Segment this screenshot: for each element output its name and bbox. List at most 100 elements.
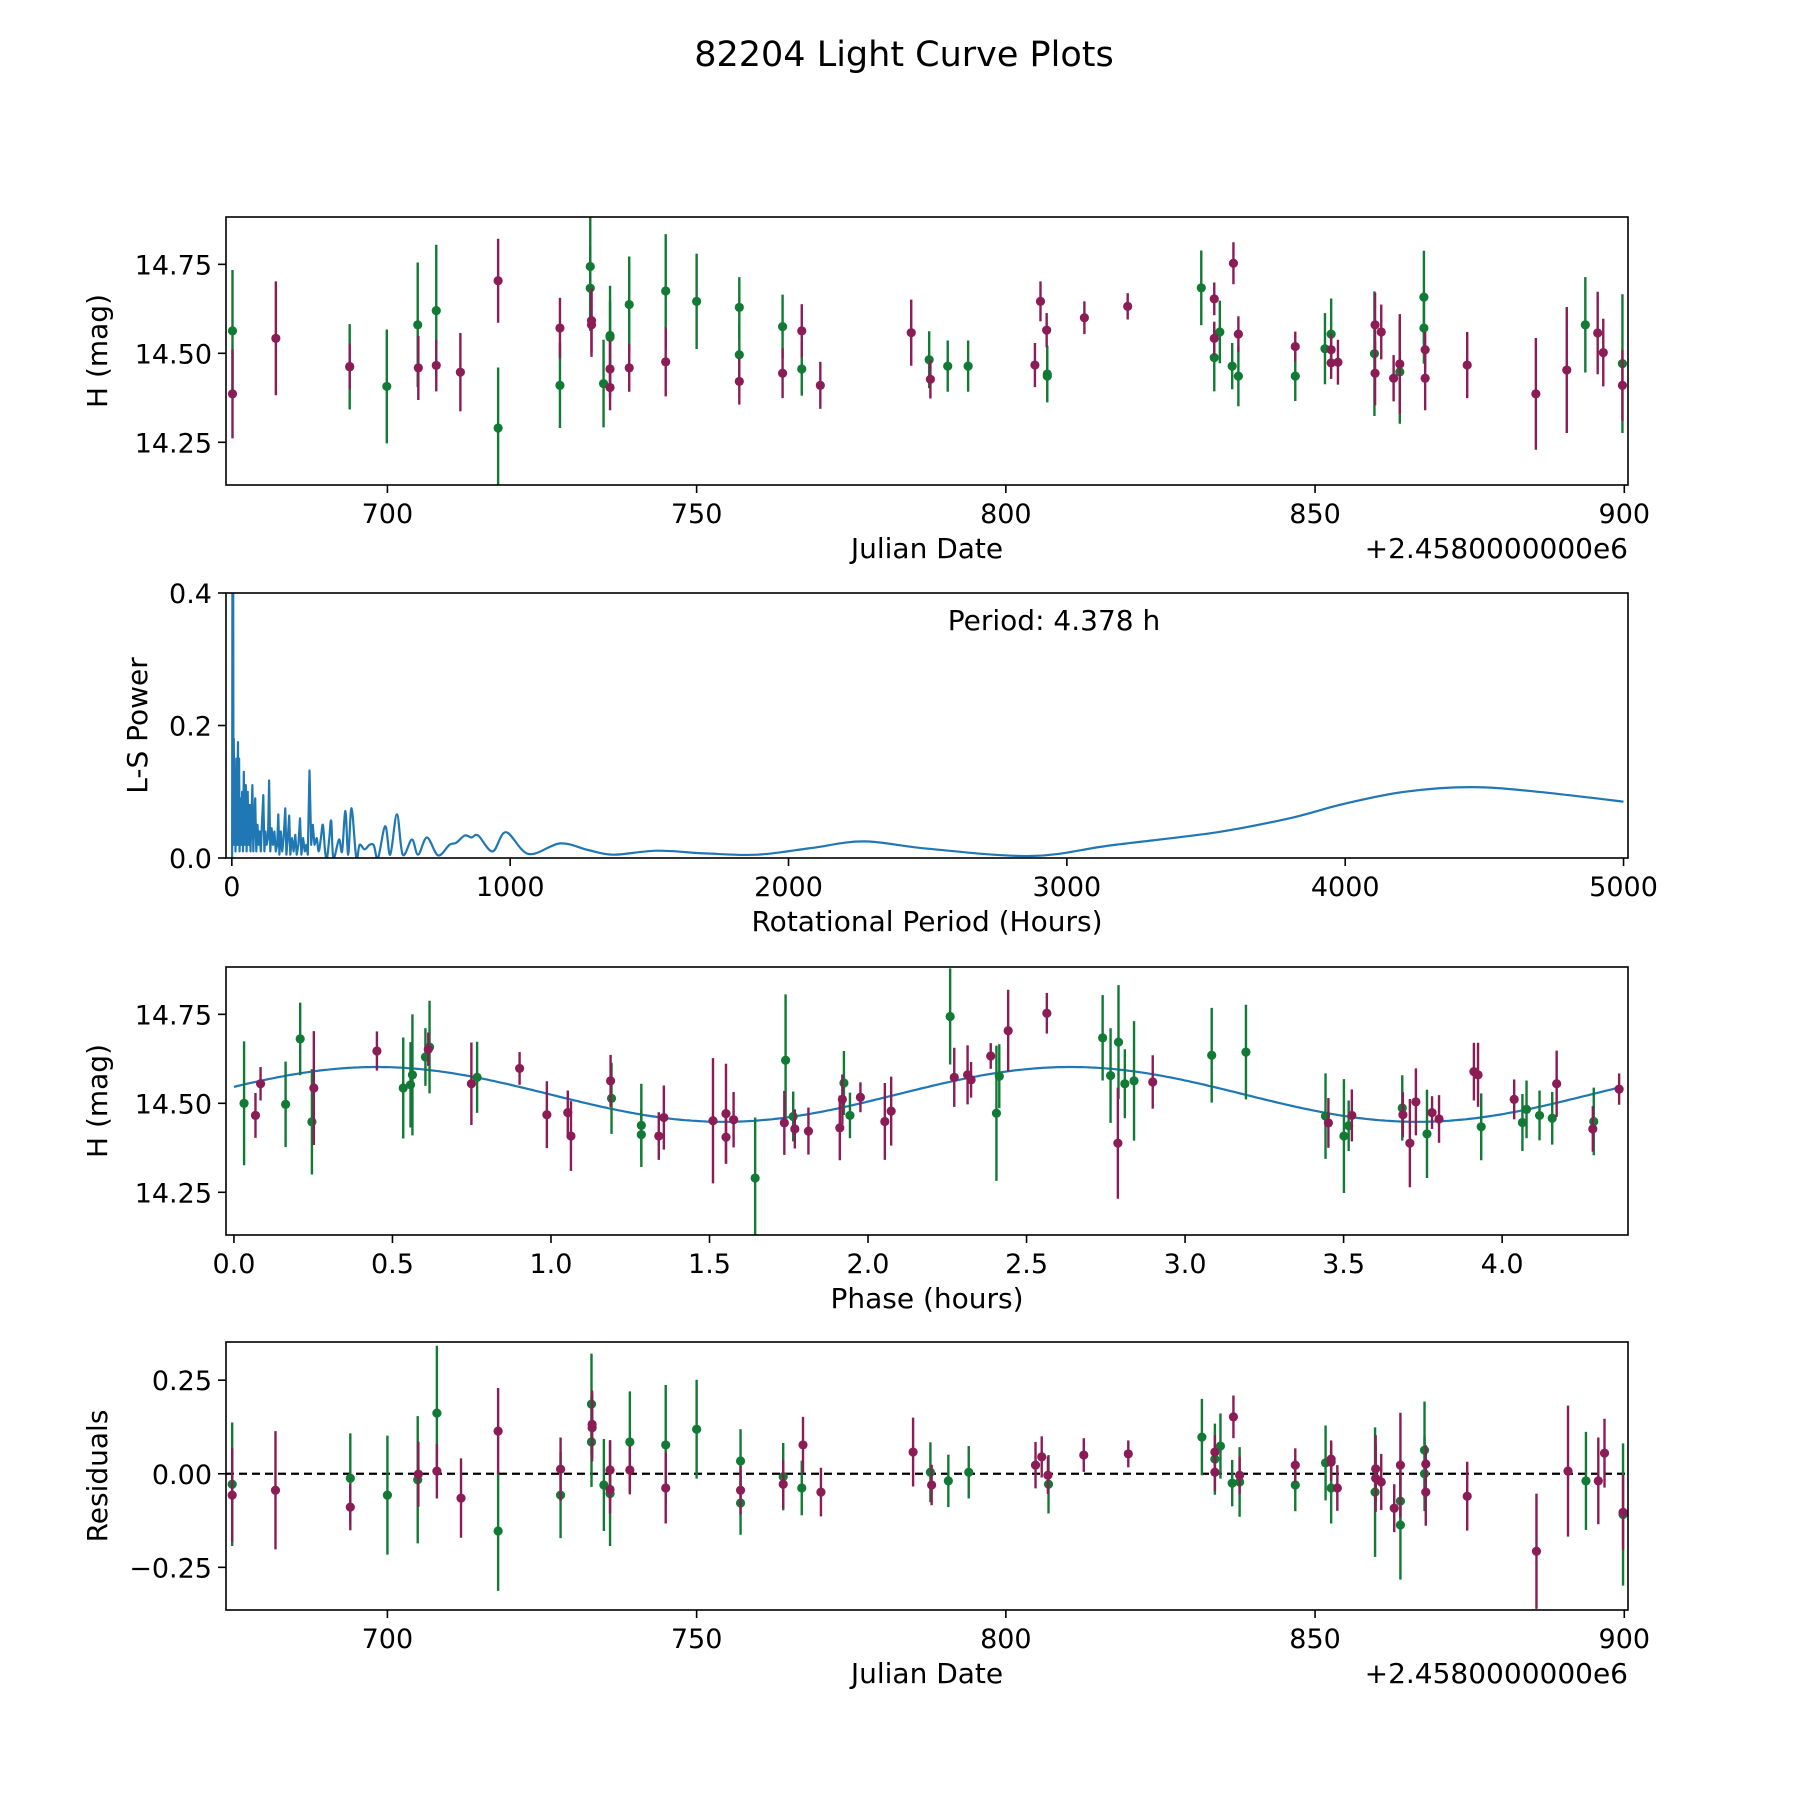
data-point-purple	[790, 1124, 800, 1134]
data-point-green	[1098, 1033, 1108, 1043]
data-point-purple	[270, 1485, 281, 1495]
data-point-green	[636, 1130, 646, 1140]
data-point-purple	[1614, 1084, 1624, 1094]
y-tick-label: 14.75	[135, 250, 212, 281]
model-fit-curve	[233, 1065, 1623, 1123]
axes-frame	[225, 216, 1629, 486]
panel-periodogram: 0 1000 2000 3000 4000 5000 0.0 0.2 0.4 Rotational…	[121, 579, 1658, 938]
figure-title: 82204 Light Curve Plots	[694, 35, 1114, 75]
y-axis-label: H (mag)	[81, 1044, 114, 1158]
data-point-purple	[555, 323, 565, 333]
y-tick-label: 0.25	[152, 1366, 212, 1397]
data-point-green	[750, 1173, 760, 1183]
x-tick-label: 1.5	[688, 1249, 731, 1280]
x-axis-label: Phase (hours)	[830, 1282, 1023, 1315]
data-point-green	[295, 1034, 305, 1044]
data-point-purple	[1405, 1138, 1415, 1148]
x-tick-label: 850	[1289, 499, 1341, 530]
data-point-purple	[514, 1063, 525, 1074]
data-point-purple	[778, 1479, 788, 1489]
data-point-purple	[880, 1116, 890, 1127]
data-point-purple	[1326, 1457, 1336, 1467]
x-tick-label: 2.5	[1005, 1249, 1048, 1280]
plot-area-lightcurve	[227, 217, 1628, 485]
data-point-green	[735, 1456, 746, 1466]
data-point-green	[1215, 327, 1225, 337]
data-point-purple	[803, 1126, 814, 1136]
x-tick-label: 0	[223, 872, 240, 903]
data-point-purple	[1376, 1477, 1386, 1487]
data-point-green	[1120, 1079, 1130, 1089]
x-axis-label: Julian Date	[849, 1657, 1003, 1690]
data-point-purple	[779, 1118, 789, 1128]
data-point-green	[780, 1055, 791, 1065]
axes-frame	[225, 966, 1629, 1236]
data-point-purple	[309, 1083, 319, 1093]
data-point-purple	[227, 389, 238, 399]
data-point-purple	[1209, 333, 1219, 343]
data-point-purple	[605, 382, 615, 393]
x-tick-label: 850	[1289, 1624, 1341, 1655]
data-point-green	[432, 1408, 442, 1418]
period-annotation: Period: 4.378 h	[948, 604, 1160, 637]
y-tick-label: 14.75	[135, 1000, 212, 1031]
data-point-purple	[1598, 348, 1608, 358]
data-point-purple	[455, 367, 465, 377]
data-point-purple	[1079, 313, 1089, 323]
data-point-green	[345, 1473, 355, 1483]
data-point-purple	[1210, 1467, 1220, 1477]
data-point-purple	[777, 368, 788, 378]
data-point-purple	[605, 1484, 615, 1495]
y-tick-label: 0.0	[169, 844, 212, 875]
data-point-purple	[1079, 1450, 1089, 1460]
data-point-purple	[1593, 328, 1603, 338]
axes-frame	[225, 1341, 1629, 1611]
data-point-green	[1042, 371, 1052, 381]
x-tick-label: 700	[362, 499, 414, 530]
data-point-green	[1241, 1047, 1251, 1057]
x-tick-label: 3.0	[1164, 1249, 1207, 1280]
y-axis-label: L-S Power	[121, 657, 154, 794]
x-tick-label: 4000	[1311, 872, 1380, 903]
data-point-purple	[456, 1493, 466, 1503]
x-tick-label: 800	[980, 1624, 1032, 1655]
data-point-green	[963, 361, 973, 371]
data-point-green	[1105, 1070, 1116, 1081]
data-point-green	[1581, 1476, 1591, 1486]
data-point-purple	[1123, 1449, 1133, 1459]
data-point-green	[413, 320, 423, 330]
data-point-green	[1207, 1050, 1217, 1060]
data-point-green	[1113, 1037, 1124, 1047]
data-point-green	[407, 1070, 418, 1080]
data-point-purple	[1209, 294, 1219, 304]
x-tick-label: 5000	[1589, 872, 1658, 903]
data-point-green	[1233, 371, 1243, 381]
data-point-purple	[1370, 320, 1380, 330]
data-point-green	[1580, 320, 1590, 330]
x-tick-label: 750	[671, 499, 723, 530]
data-point-purple	[1562, 365, 1572, 375]
x-tick-label: 2000	[754, 872, 823, 903]
data-point-green	[1227, 1478, 1237, 1488]
data-point-purple	[1228, 258, 1239, 268]
data-point-green	[991, 1108, 1002, 1118]
plot-area-periodogram	[231, 593, 1624, 858]
data-point-green	[1209, 352, 1219, 363]
data-point-green	[585, 283, 595, 293]
data-point-purple	[1042, 1008, 1052, 1018]
data-point-green	[1129, 1076, 1139, 1086]
data-point-purple	[949, 1072, 959, 1082]
data-point-purple	[1617, 380, 1628, 390]
data-point-purple	[1389, 373, 1399, 383]
x-tick-label: 900	[1599, 499, 1651, 530]
x-tick-label: 3000	[1033, 872, 1102, 903]
data-point-green	[845, 1110, 855, 1121]
data-point-green	[1476, 1122, 1486, 1132]
data-point-green	[797, 1483, 807, 1493]
data-point-purple	[466, 1079, 476, 1089]
data-point-purple	[734, 376, 744, 387]
data-point-purple	[250, 1110, 261, 1121]
data-point-purple	[1332, 1483, 1342, 1493]
data-point-green	[431, 306, 441, 316]
